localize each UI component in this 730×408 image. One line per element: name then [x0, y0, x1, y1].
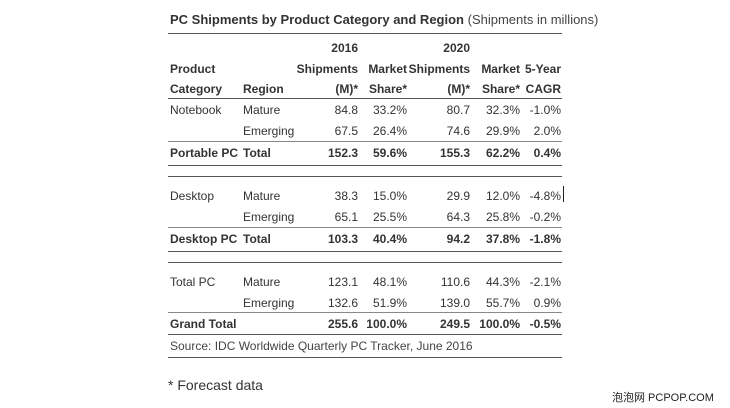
cell-region: Total: [243, 146, 271, 160]
cell-cagr: 0.9%: [533, 296, 561, 310]
cell-ship2016: 103.3: [327, 232, 358, 246]
cell-ship2016: 132.6: [327, 296, 358, 310]
cell-category: Portable PC: [170, 146, 239, 160]
cell-ship2016: 67.5: [334, 124, 358, 138]
cell-ship2020: 110.6: [440, 275, 470, 289]
header-share-2020: Share*: [481, 82, 520, 96]
table-rule: [168, 357, 562, 358]
cell-share2016: 33.2%: [372, 103, 407, 117]
cell-cagr: 2.0%: [533, 124, 561, 138]
site-watermark: 泡泡网 PCPOP.COM: [612, 392, 714, 404]
cell-share2020: 55.7%: [485, 296, 520, 310]
cell-region: Emerging: [243, 124, 295, 138]
table-title: PC Shipments by Product Category and Reg…: [170, 12, 598, 27]
cell-ship2020: 94.2: [446, 232, 470, 246]
cell-ship2020: 155.3: [439, 146, 470, 160]
table-rule: [168, 176, 562, 177]
header-year-2020: 2020: [443, 41, 470, 55]
cell-ship2020: 139.0: [439, 296, 470, 310]
table-rule: [168, 165, 562, 166]
table-rule: [168, 262, 562, 263]
cell-share2020: 25.8%: [485, 210, 520, 224]
cell-ship2016: 123.1: [327, 275, 358, 289]
table-title-main: PC Shipments by Product Category and Reg…: [170, 12, 464, 27]
cell-share2016: 15.0%: [372, 189, 407, 203]
header-share-2016: Share*: [368, 82, 407, 96]
header-year-2016: 2016: [331, 41, 358, 55]
top-rule: [168, 33, 562, 34]
table-rule: [168, 334, 562, 335]
cell-category: Grand Total: [170, 317, 237, 331]
cell-share2020: 62.2%: [485, 146, 520, 160]
header-region: Region: [243, 82, 284, 96]
cell-region: Mature: [243, 103, 281, 117]
cell-share2016: 100.0%: [366, 317, 407, 331]
cell-ship2016: 255.6: [327, 317, 358, 331]
header-product: Product: [170, 62, 216, 76]
cell-share2020: 44.3%: [485, 275, 520, 289]
cell-cagr: 0.4%: [533, 146, 561, 160]
cell-share2020: 37.8%: [485, 232, 520, 246]
cell-cagr: -2.1%: [529, 275, 561, 289]
header-shipments-2020: Shipments: [408, 62, 470, 76]
table-rule: [168, 251, 562, 252]
cell-share2016: 26.4%: [372, 124, 407, 138]
forecast-footnote: * Forecast data: [168, 377, 263, 393]
cell-share2020: 29.9%: [485, 124, 520, 138]
cell-cagr: -1.0%: [529, 103, 561, 117]
cell-share2016: 59.6%: [372, 146, 407, 160]
cell-cagr: -0.5%: [529, 317, 561, 331]
cell-share2020: 12.0%: [485, 189, 520, 203]
cell-ship2016: 152.3: [327, 146, 358, 160]
cell-region: Mature: [243, 275, 281, 289]
cell-share2016: 51.9%: [372, 296, 407, 310]
header-unit-2020: (M)*: [447, 82, 470, 96]
cell-region: Mature: [243, 189, 281, 203]
cell-category: Notebook: [170, 103, 222, 117]
cell-category: Desktop: [170, 189, 215, 203]
table-rule: [168, 227, 562, 228]
cell-share2016: 40.4%: [372, 232, 407, 246]
table-rule: [168, 312, 562, 313]
cell-ship2020: 64.3: [446, 210, 470, 224]
header-market-2016: Market: [368, 62, 407, 76]
cell-region: Emerging: [243, 210, 295, 224]
header-cagr: CAGR: [525, 82, 561, 96]
text-cursor: [563, 186, 564, 202]
cell-cagr: -0.2%: [529, 210, 561, 224]
cell-region: Emerging: [243, 296, 295, 310]
cell-category: Desktop PC: [170, 232, 238, 246]
cell-share2016: 25.5%: [372, 210, 407, 224]
cell-cagr: -4.8%: [529, 189, 561, 203]
cell-ship2020: 80.7: [446, 103, 470, 117]
header-shipments-2016: Shipments: [296, 62, 358, 76]
cell-cagr: -1.8%: [529, 232, 561, 246]
header-five-year: 5-Year: [524, 62, 561, 76]
header-market-2020: Market: [481, 62, 520, 76]
cell-share2020: 32.3%: [485, 103, 520, 117]
cell-ship2016: 84.8: [334, 103, 358, 117]
header-unit-2016: (M)*: [335, 82, 358, 96]
cell-ship2016: 65.1: [334, 210, 358, 224]
cell-ship2020: 249.5: [439, 317, 470, 331]
cell-ship2020: 29.9: [446, 189, 470, 203]
cell-ship2020: 74.6: [446, 124, 470, 138]
header-category: Category: [170, 82, 223, 96]
cell-region: Total: [243, 232, 271, 246]
header-rule: [168, 98, 562, 99]
table-title-sub: (Shipments in millions): [467, 12, 599, 27]
cell-ship2016: 38.3: [334, 189, 358, 203]
source-note: Source: IDC Worldwide Quarterly PC Track…: [170, 339, 473, 353]
cell-share2016: 48.1%: [372, 275, 407, 289]
cell-share2020: 100.0%: [479, 317, 520, 331]
table-rule: [168, 141, 562, 142]
cell-category: Total PC: [170, 275, 216, 289]
